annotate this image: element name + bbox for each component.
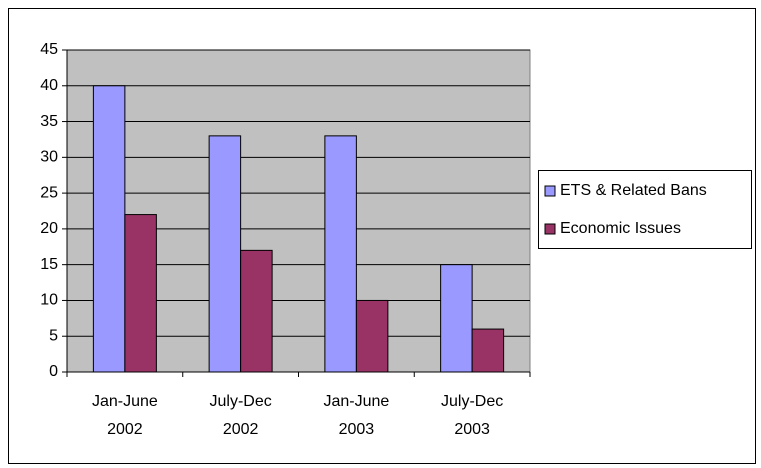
bar: [208, 135, 242, 373]
y-tick-label: 35: [40, 113, 58, 130]
bar: [124, 214, 157, 373]
y-tick-label: 5: [49, 327, 58, 344]
bar: [324, 135, 357, 373]
legend-label: Economic Issues: [560, 220, 681, 237]
bar: [355, 299, 389, 373]
legend-label: ETS & Related Bans: [560, 182, 707, 199]
legend: [538, 170, 752, 249]
y-tick-label: 0: [49, 363, 58, 380]
legend-swatch: [544, 223, 556, 235]
bar: [440, 264, 473, 373]
bar: [240, 249, 273, 373]
x-tick-label: July-Dec 2002: [210, 393, 272, 438]
y-tick-label: 30: [40, 149, 58, 166]
y-tick-label: 15: [40, 256, 58, 273]
bar: [471, 328, 505, 373]
legend-swatch: [544, 185, 556, 197]
bar: [92, 85, 126, 373]
x-tick-label: Jan-June 2002: [92, 393, 158, 438]
x-tick-label: July-Dec 2003: [441, 393, 503, 438]
y-tick-label: 25: [40, 184, 58, 201]
y-tick-label: 10: [40, 292, 58, 309]
y-tick-label: 40: [40, 77, 58, 94]
x-tick-label: Jan-June 2003: [323, 393, 389, 438]
y-tick-label: 20: [40, 220, 58, 237]
y-tick-label: 45: [40, 41, 58, 58]
